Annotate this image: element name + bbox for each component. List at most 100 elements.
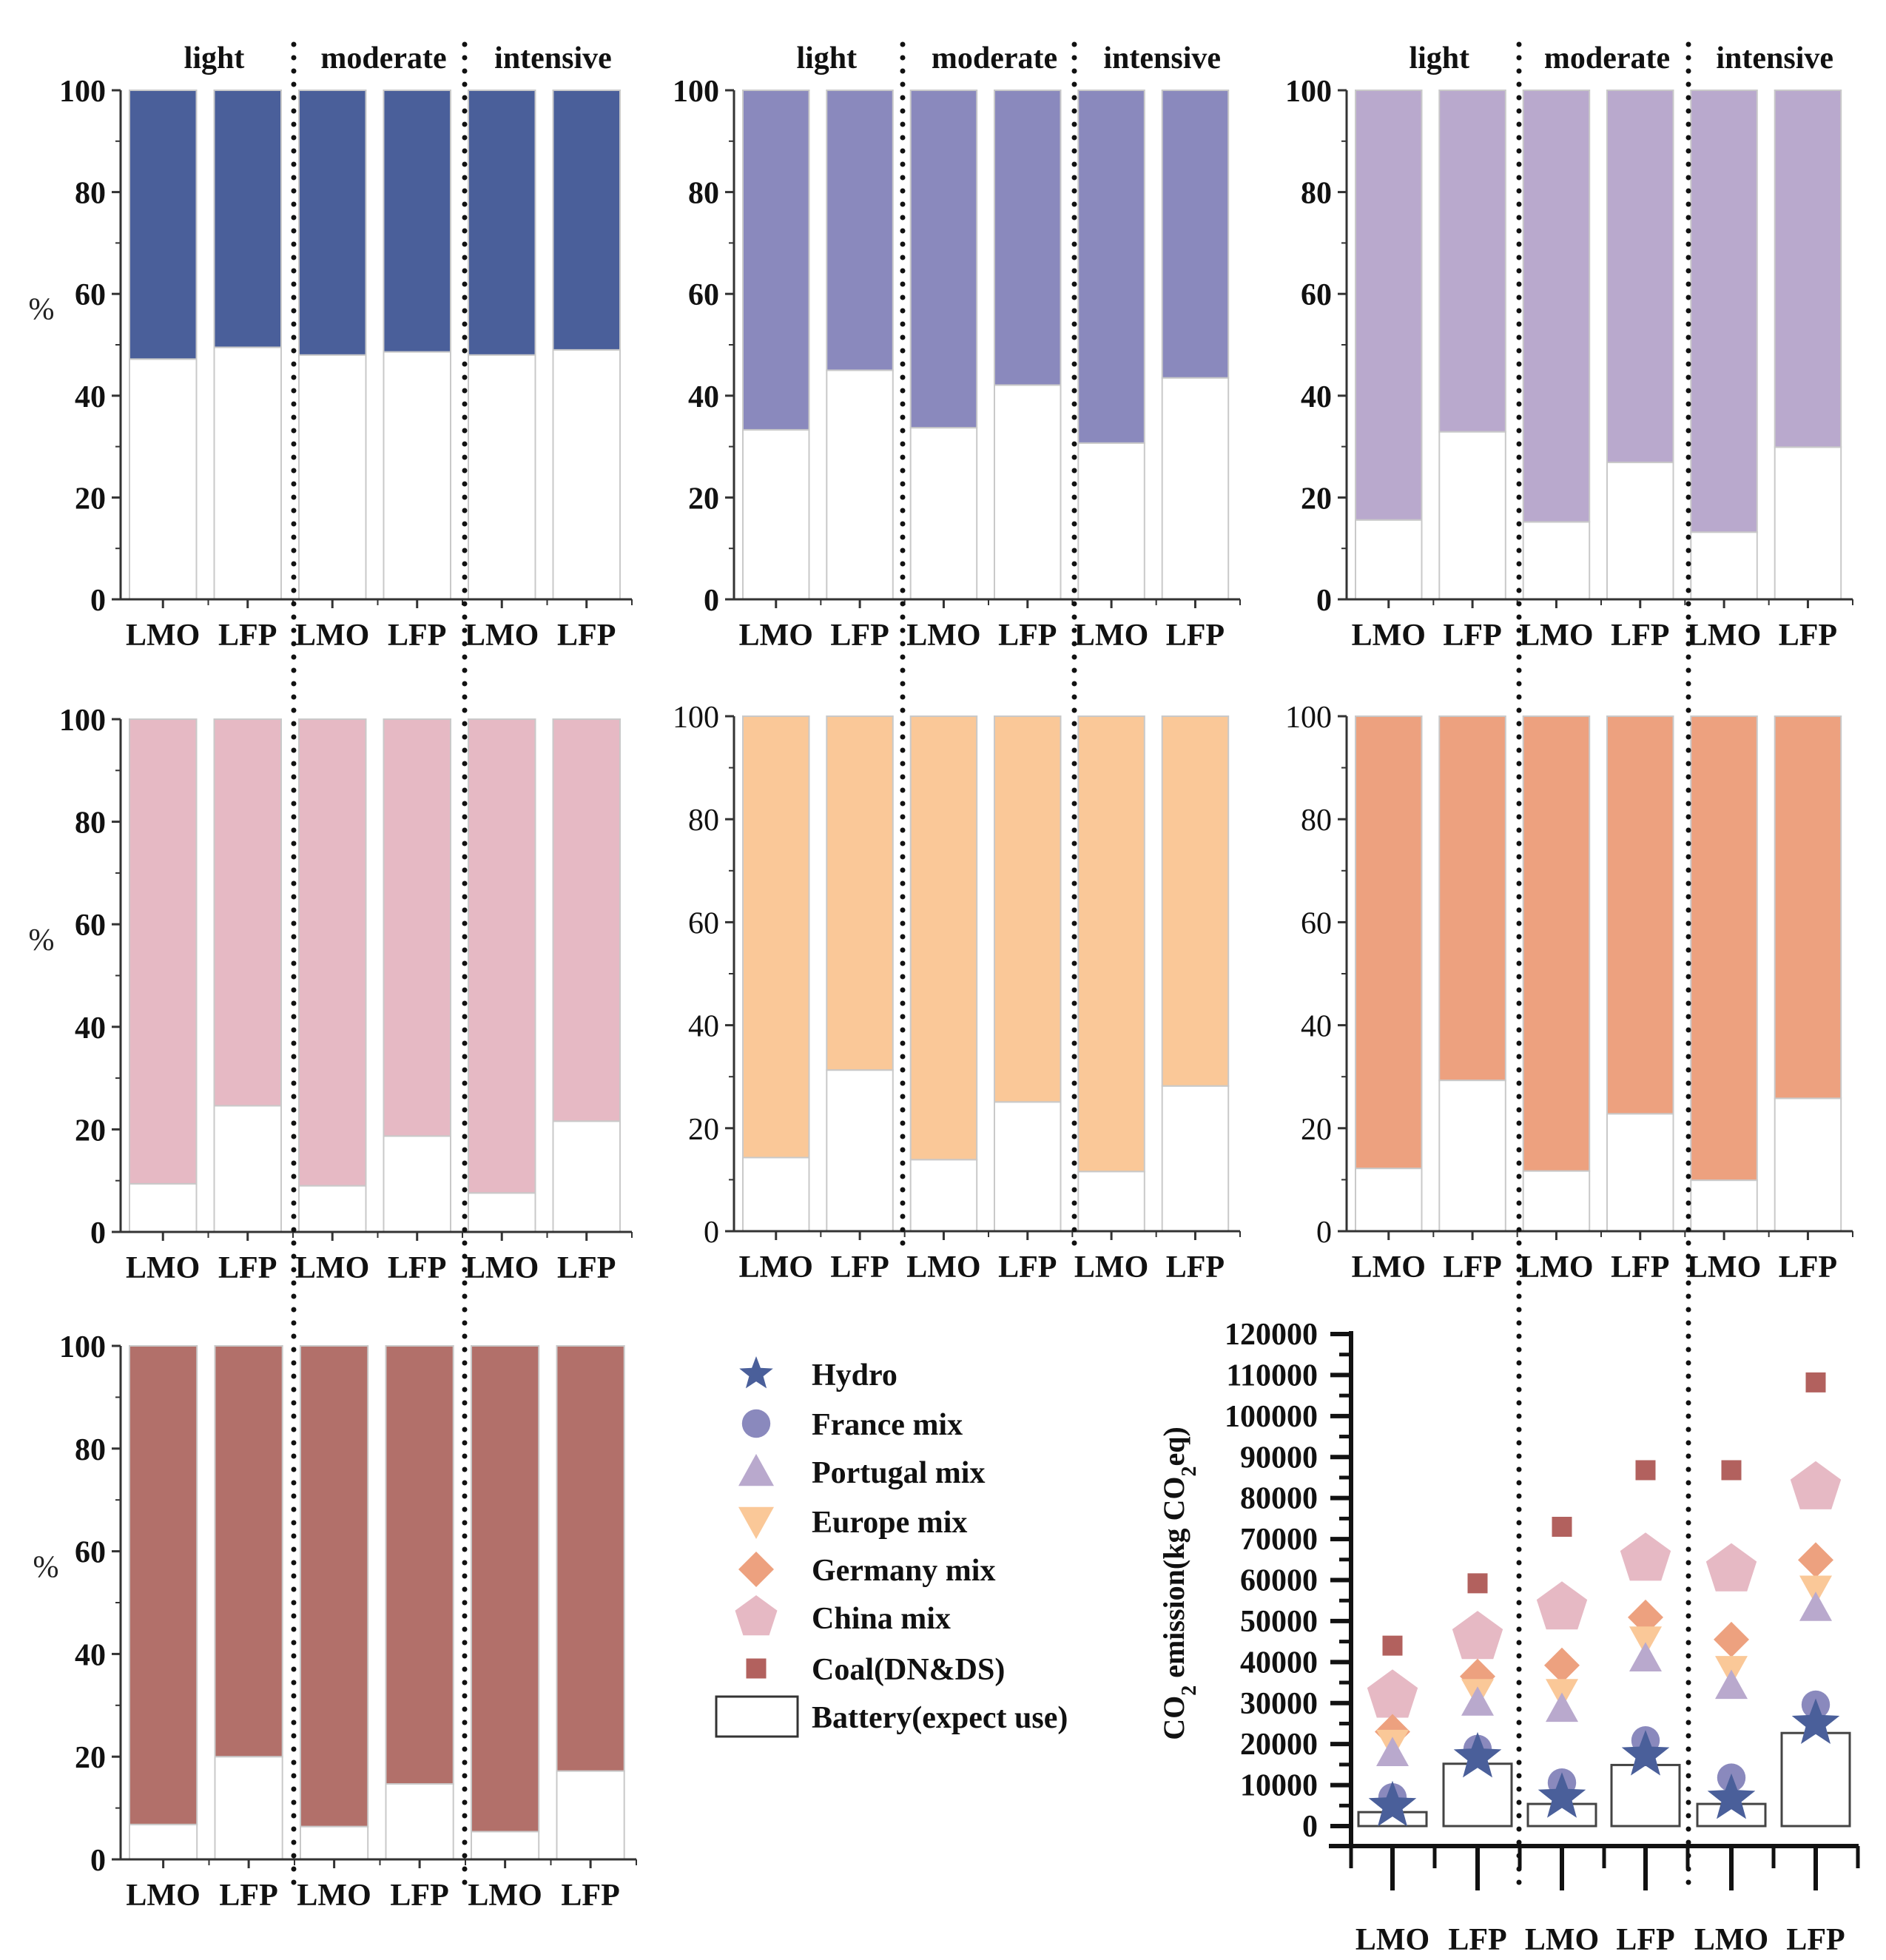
bar-segment-mix: [300, 1345, 369, 1828]
y-tick-label: 100: [673, 75, 719, 109]
bar-segment-battery: [1355, 519, 1423, 601]
y-tick-label: 20: [688, 482, 719, 516]
x-tick-label: LMO: [465, 1251, 539, 1285]
legend-circle-icon: [741, 1409, 771, 1438]
x-tick-label: LMO: [1519, 1250, 1593, 1284]
x-tick-label: LFP: [830, 1250, 889, 1284]
bar-segment-mix: [1606, 715, 1674, 1115]
legend-diamond-icon: [738, 1552, 774, 1587]
x-tick-label: LFP: [388, 619, 446, 653]
legend-triangle-down-icon: [738, 1506, 774, 1539]
bar-segment-mix: [1077, 90, 1145, 444]
y-tick-label: 60000: [1240, 1564, 1318, 1598]
y-tick-label: 100: [673, 701, 719, 735]
bar-segment-battery: [468, 354, 536, 600]
bar-segment-battery: [1606, 461, 1674, 601]
x-tick-label: LFP: [998, 619, 1057, 653]
bar-segment-battery: [1522, 521, 1591, 601]
x-tick-label: LFP: [557, 619, 616, 653]
battery-bar: [1780, 1731, 1851, 1828]
y-tick-label: 40000: [1240, 1646, 1318, 1680]
point-pentagon: [1536, 1581, 1588, 1630]
y-tick-label: 20: [1301, 1113, 1332, 1147]
x-tick-label: LMO: [1687, 619, 1761, 653]
y-tick-label: 80: [688, 177, 719, 211]
panel-stacked-share-coal: LMO LFP LMO LFP LMO LFP 0 20 40 60 80 100%: [33, 1330, 637, 1913]
point-pentagon: [1367, 1669, 1418, 1718]
x-tick-label: LFP: [998, 1250, 1057, 1284]
x-tick-label: LMO: [1519, 619, 1593, 653]
y-tick-label: 100000: [1225, 1400, 1318, 1434]
bar-segment-battery: [994, 384, 1062, 601]
point-star: [1707, 1773, 1756, 1819]
bar-segment-battery: [300, 1825, 369, 1861]
subscript: 2: [1178, 1466, 1201, 1477]
x-tick-label: LFP: [1166, 1250, 1225, 1284]
point-square: [1467, 1573, 1488, 1594]
bar-segment-battery: [1438, 431, 1506, 600]
bar-segment-battery: [1161, 1085, 1230, 1232]
panel-stacked-share-germany: LMO LFP LMO LFP LMO LFP 0 20 40 60 80 100: [1285, 701, 1853, 1284]
point-star: [1453, 1731, 1502, 1778]
y-tick-label: 80: [1301, 177, 1332, 211]
y-tick-label: 20: [75, 1741, 106, 1775]
x-tick-label: LMO: [465, 619, 539, 653]
x-tick-label: LFP: [1616, 1923, 1674, 1957]
y-tick-label: 80000: [1240, 1482, 1318, 1516]
x-tick-label: LFP: [1779, 1250, 1837, 1284]
point-pentagon: [1790, 1461, 1842, 1509]
point-pentagon: [1705, 1543, 1757, 1592]
point-star: [1621, 1730, 1670, 1776]
bar-segment-mix: [556, 1345, 625, 1772]
x-tick-label: LMO: [906, 619, 980, 653]
y-tick-label: 60: [688, 278, 719, 312]
point-triangle-down: [1799, 1575, 1832, 1606]
legend-label: Europe mix: [812, 1506, 967, 1540]
x-tick-label: LMO: [1074, 619, 1148, 653]
legend-label: Coal(DN&DS): [812, 1653, 1005, 1687]
bar-segment-battery: [129, 1182, 198, 1233]
x-tick-label: LMO: [1687, 1250, 1761, 1284]
group-label: light: [184, 41, 245, 75]
x-tick-label: LMO: [1525, 1923, 1599, 1957]
bar-segment-mix: [383, 90, 451, 353]
bar-segment-mix: [1355, 715, 1423, 1170]
point-triangle-up: [1546, 1692, 1578, 1722]
bar-segment-battery: [214, 1756, 283, 1860]
x-tick-label: LMO: [295, 619, 369, 653]
y-tick-label: 0: [1302, 1810, 1318, 1844]
y-tick-label: 60: [1301, 906, 1332, 940]
y-tick-label: 40: [75, 1011, 106, 1045]
bar-segment-mix: [129, 718, 198, 1185]
bar-segment-battery: [1690, 1179, 1758, 1232]
battery-bar: [1610, 1763, 1681, 1828]
group-label: light: [796, 41, 857, 75]
panel-stacked-share-europe: LMO LFP LMO LFP LMO LFP 0 20 40 60 80 100: [673, 701, 1241, 1284]
y-tick-label: 30000: [1240, 1687, 1318, 1721]
panel-stacked-share-hydro: LMO LFP LMO LFP LMO LFP 0 20 40 60 80 100% light mode…: [29, 41, 633, 653]
group-label: moderate: [320, 41, 446, 75]
y-axis-label: %: [29, 923, 55, 957]
x-tick-label: LFP: [219, 1879, 277, 1913]
y-tick-label: 60: [688, 906, 719, 940]
bar-segment-mix: [213, 718, 282, 1107]
bar-segment-mix: [1161, 90, 1230, 379]
bar-segment-battery: [552, 348, 621, 600]
bar-segment-battery: [1077, 442, 1145, 600]
legend-box-icon: [715, 1695, 799, 1738]
point-square: [1635, 1460, 1656, 1481]
point-triangle-up: [1376, 1737, 1409, 1766]
bar-segment-mix: [1438, 90, 1506, 433]
x-tick-label: LFP: [1166, 619, 1225, 653]
point-square: [1721, 1460, 1742, 1481]
y-tick-label: 120000: [1225, 1318, 1318, 1352]
y-tick-label: 100: [59, 704, 106, 738]
y-tick-label: 10000: [1240, 1769, 1318, 1803]
bar-segment-battery: [385, 1783, 454, 1860]
x-tick-label: LMO: [297, 1879, 371, 1913]
legend-item: Hydro: [739, 1356, 897, 1392]
bar-segment-mix: [742, 715, 810, 1159]
bar-segment-battery: [909, 427, 978, 600]
point-diamond: [1798, 1542, 1833, 1578]
bar-segment-battery: [213, 1105, 282, 1233]
